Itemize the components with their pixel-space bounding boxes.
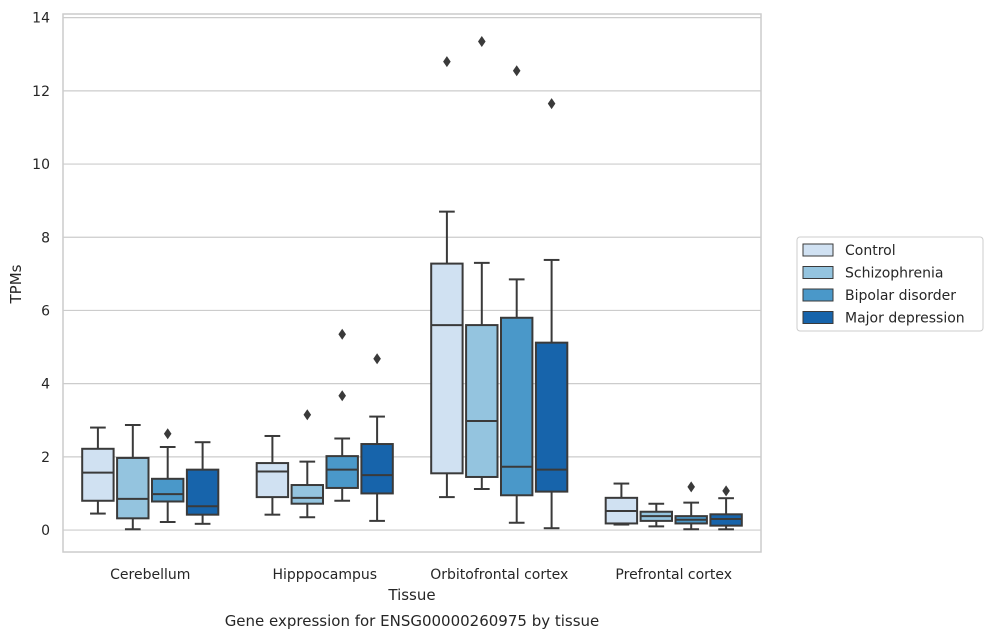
box-0-2 <box>430 56 464 499</box>
outlier-point <box>163 428 172 440</box>
box-iqr <box>116 456 150 520</box>
x-tick-label: Prefrontal cortex <box>615 567 732 583</box>
y-tick-label: 6 <box>41 303 50 319</box>
box-3-1 <box>360 353 394 522</box>
box-iqr <box>534 341 569 493</box>
x-axis-label: Tissue <box>387 586 435 604</box>
outlier-point <box>338 390 346 402</box>
y-tick-label: 14 <box>32 11 50 27</box>
box-2-0 <box>150 428 185 523</box>
box-iqr <box>499 316 534 497</box>
y-tick-labels: 0 2 4 6 8 10 12 14 <box>32 11 50 539</box>
box-iqr <box>81 447 115 502</box>
y-tick-label: 2 <box>41 450 50 466</box>
legend-label: Major depression <box>845 311 965 327</box>
outlier-point <box>547 98 556 110</box>
box-iqr <box>150 477 185 503</box>
box-1-3 <box>639 502 674 528</box>
outlier-point <box>687 481 695 493</box>
box-2-1 <box>325 328 359 502</box>
box-0-3 <box>604 482 639 526</box>
outlier-point <box>722 485 730 497</box>
outlier-point <box>512 65 521 77</box>
y-tick-label: 12 <box>32 84 50 100</box>
box-iqr <box>290 484 325 505</box>
box-iqr <box>185 468 220 516</box>
y-tick-label: 10 <box>32 157 50 173</box>
x-tick-label: Cerebellum <box>110 567 190 583</box>
box-3-3 <box>709 485 743 531</box>
legend: Control Schizophrenia Bipolar disorder Majo… <box>796 236 984 332</box>
box-plots <box>81 35 743 531</box>
outlier-point <box>478 35 486 47</box>
box-2-2 <box>499 65 534 524</box>
box-3-2 <box>534 98 569 530</box>
box-0-0 <box>81 426 115 515</box>
legend-swatch <box>802 243 834 257</box>
x-tick-label: Orbitofrontal cortex <box>430 567 568 583</box>
outlier-point <box>373 353 381 365</box>
box-iqr <box>360 443 394 495</box>
box-1-1 <box>290 409 325 519</box>
box-2-3 <box>674 481 708 531</box>
box-iqr <box>430 262 464 475</box>
box-iqr <box>465 324 499 478</box>
legend-label: Control <box>845 243 896 259</box>
outlier-point <box>303 409 312 421</box>
legend-frame <box>796 236 984 332</box>
y-axis-label: TPMs <box>7 264 25 304</box>
legend-swatch <box>802 288 834 302</box>
box-iqr <box>325 455 359 489</box>
box-1-0 <box>116 424 150 531</box>
outlier-point <box>338 328 346 340</box>
chart-title: Gene expression for ENSG00000260975 by t… <box>225 612 600 630</box>
legend-swatch <box>802 311 834 324</box>
grid-lines <box>63 17 761 531</box>
outlier-point <box>443 56 451 68</box>
box-0-1 <box>255 434 290 516</box>
box-1-2 <box>465 35 499 491</box>
box-iqr <box>255 462 290 499</box>
legend-swatch <box>802 266 834 279</box>
box-3-0 <box>185 441 220 525</box>
y-tick-label: 8 <box>41 230 50 246</box>
legend-label: Schizophrenia <box>845 266 943 282</box>
legend-label: Bipolar disorder <box>845 288 956 304</box>
y-tick-label: 0 <box>41 523 50 539</box>
x-tick-labels: Cerebellum Hipppocampus Orbitofrontal cort… <box>110 567 732 583</box>
y-tick-label: 4 <box>41 377 50 393</box>
plot-frame <box>62 13 762 553</box>
x-tick-label: Hipppocampus <box>272 567 377 583</box>
